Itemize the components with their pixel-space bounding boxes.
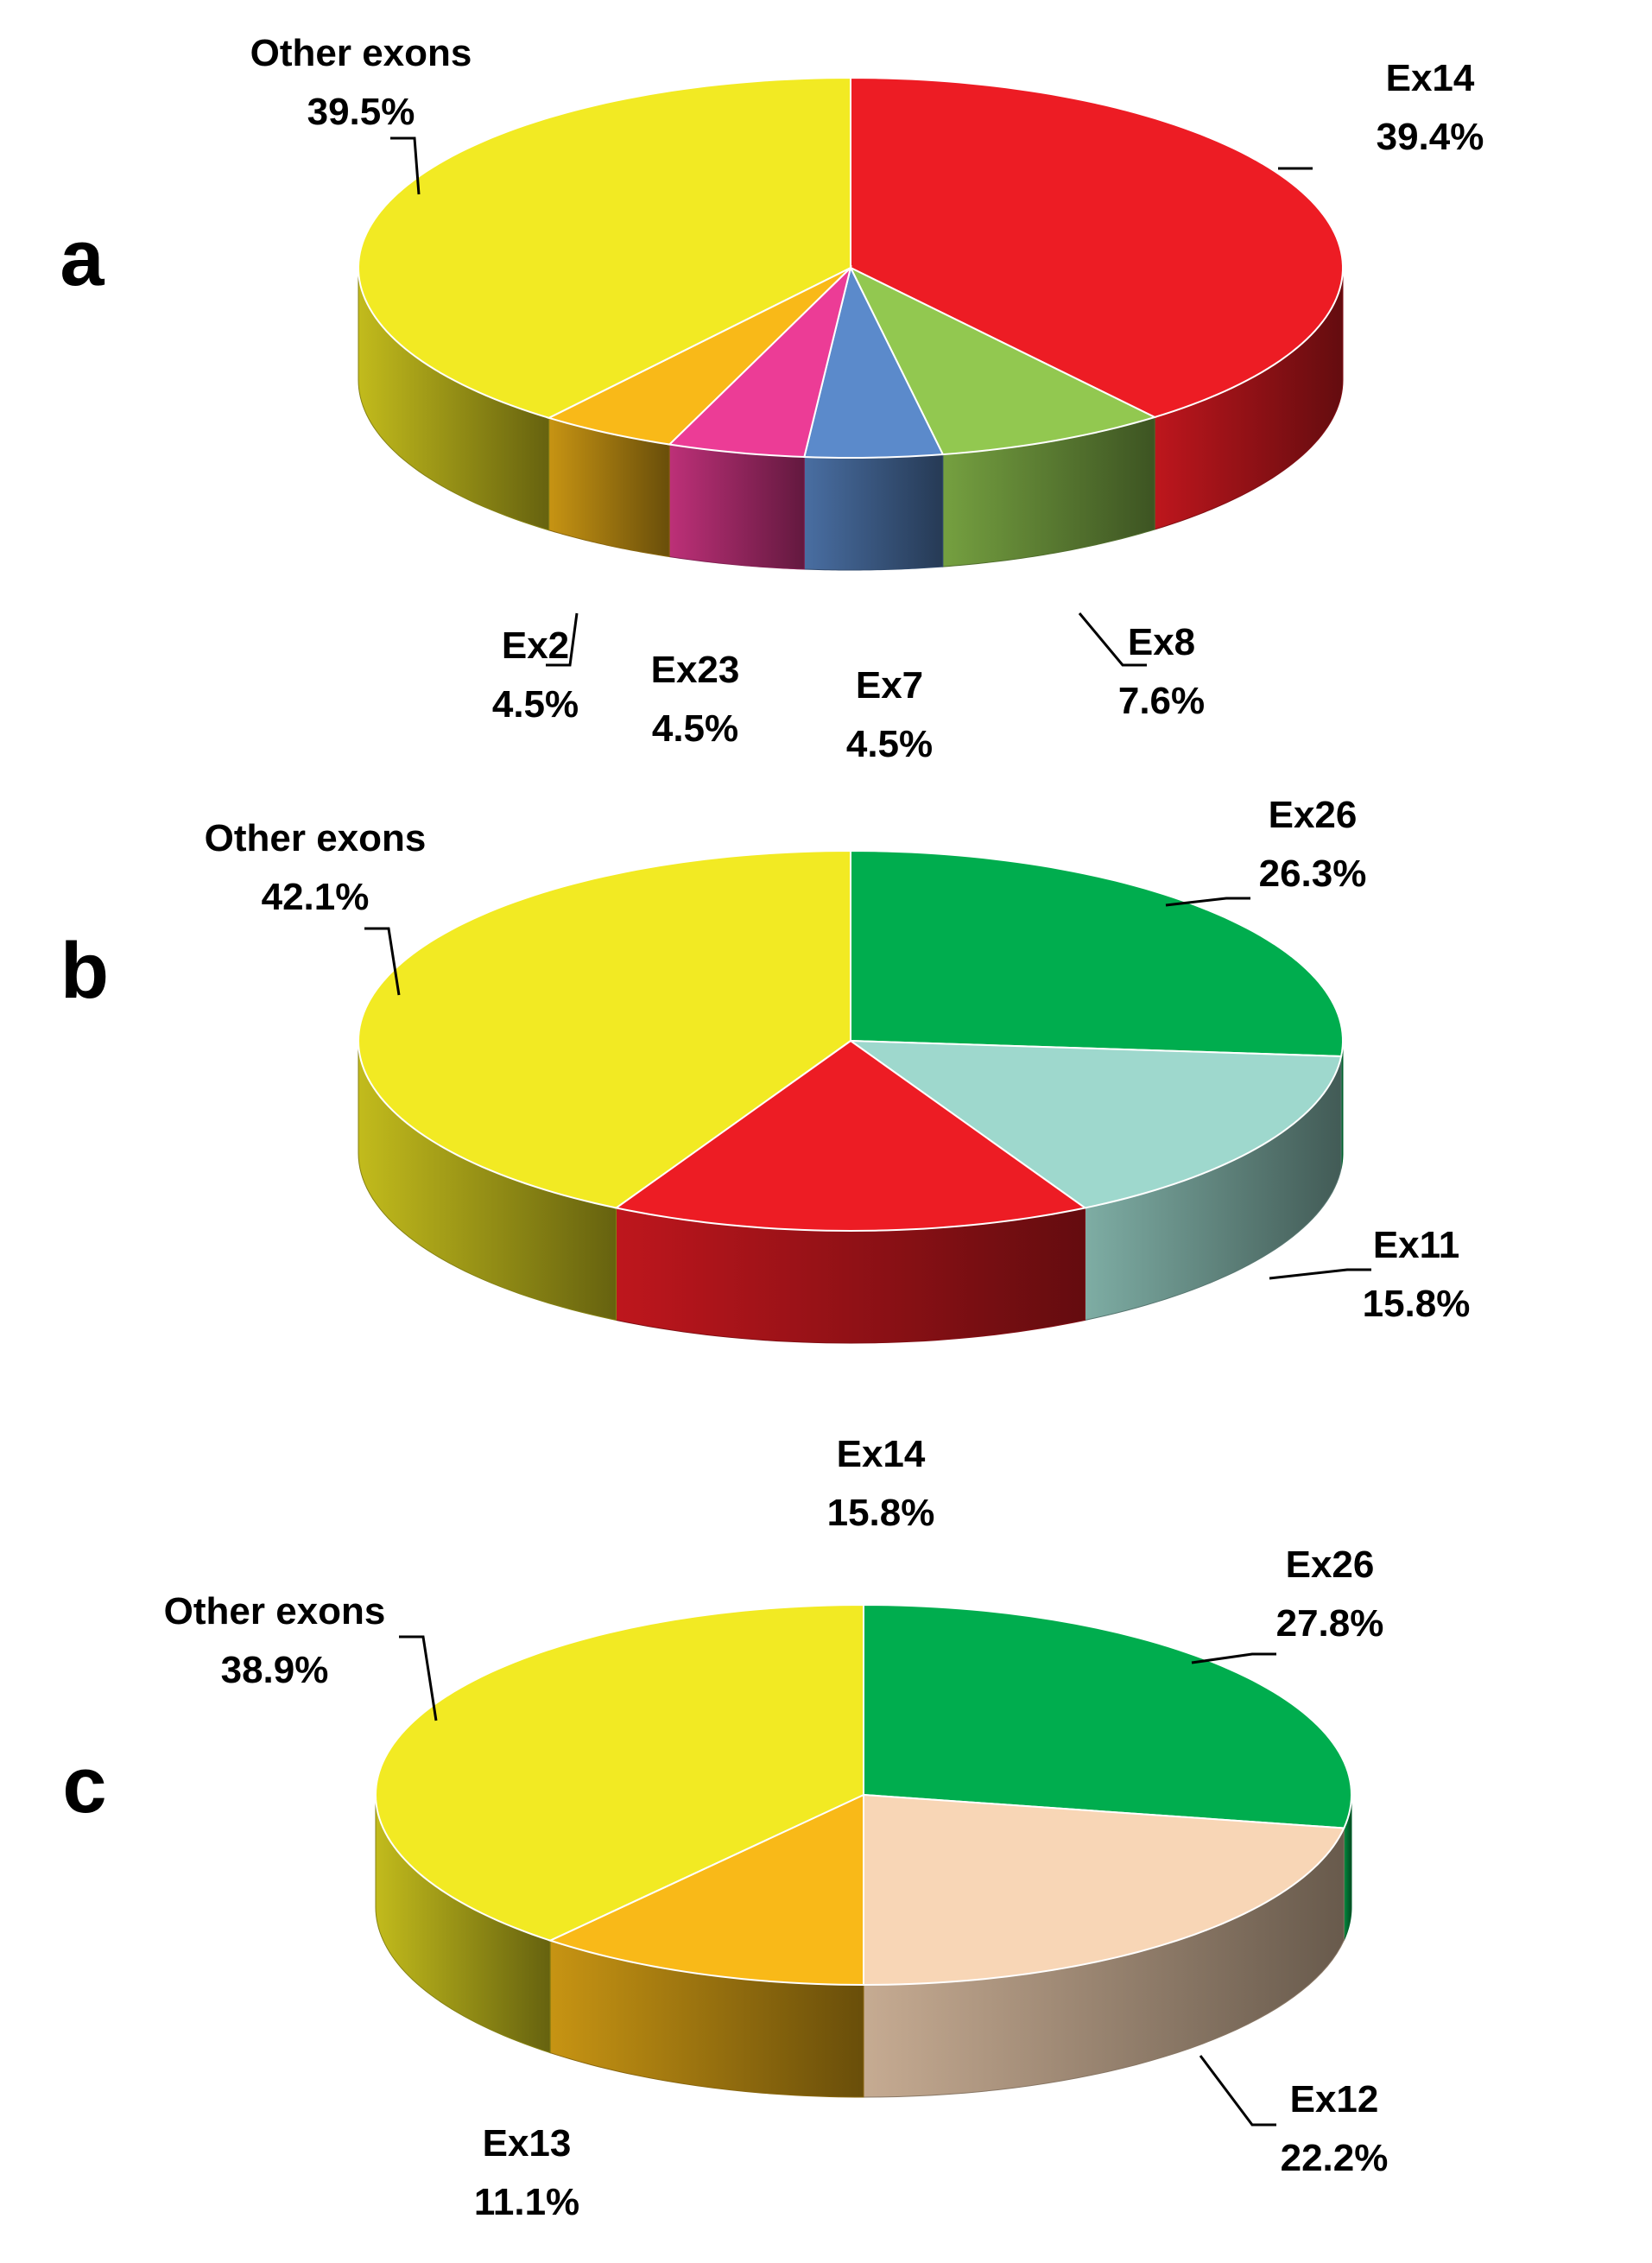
pie-slice	[357, 849, 851, 1209]
leader-line	[390, 136, 421, 195]
pie-slice-side	[803, 453, 944, 571]
slice-label: Other exons	[164, 1590, 386, 1632]
pie-slice-side	[668, 443, 805, 570]
slice-percent: 11.1%	[474, 2181, 579, 2223]
slice-percent: 38.9%	[221, 1649, 329, 1691]
slice-label: Ex13	[483, 2122, 572, 2165]
slice-label: Ex23	[651, 649, 740, 691]
slice-label: Ex14	[837, 1433, 926, 1475]
pie-slice	[546, 267, 851, 446]
slice-percent: 7.6%	[1118, 680, 1205, 722]
pie-slice	[863, 1603, 1353, 1829]
leader-line	[1165, 897, 1250, 907]
slice-percent: 15.8%	[1363, 1283, 1471, 1325]
pie-chart-b	[357, 849, 1344, 1344]
slice-label: Ex26	[1286, 1544, 1375, 1586]
slice-percent: 39.5%	[307, 91, 415, 133]
leader-line	[399, 1635, 438, 1721]
pie-labels-a: Ex14 39.4% Ex8 7.6% Ex7 4.5% Ex23 4.5% Ex2 4.5% Ot…	[250, 32, 1484, 765]
panel-b: b Ex26 26.3% Ex11 15.8% Ex14 15.8% Other exons…	[60, 794, 1470, 1534]
panel-letter-b: b	[60, 927, 109, 1015]
pie-slice	[848, 265, 1157, 456]
pie-slice	[358, 76, 851, 419]
slice-label: Ex26	[1269, 794, 1358, 836]
pie-slice	[863, 1793, 1345, 1987]
slice-label: Ex14	[1386, 57, 1475, 99]
slice-percent: 4.5%	[492, 683, 579, 726]
leader-line	[364, 927, 401, 996]
pie-labels-b: Ex26 26.3% Ex11 15.8% Ex14 15.8% Other exons 42…	[205, 794, 1471, 1534]
slice-label: Ex2	[502, 624, 569, 667]
pie-slice	[847, 1039, 1343, 1209]
pie-slice	[668, 264, 852, 459]
leader-line	[546, 612, 579, 667]
pie-slice	[803, 265, 945, 460]
slice-label: Other exons	[250, 32, 472, 74]
slice-percent: 22.2%	[1281, 2137, 1389, 2179]
slice-percent: 15.8%	[827, 1492, 935, 1534]
panel-letter-c: c	[62, 1741, 106, 1829]
leader-line	[1191, 1652, 1276, 1664]
slice-label: Ex12	[1290, 2078, 1379, 2120]
pie-slice	[850, 849, 1344, 1057]
pie-slice	[374, 1603, 864, 1942]
panel-a: a Ex14 39.4% Ex8 7.6% Ex7 4.5% Ex23 4.5% Ex2 4.5%…	[60, 32, 1484, 765]
slice-percent: 39.4%	[1377, 116, 1484, 158]
pie-labels-c: Ex26 27.8% Ex12 22.2% Ex13 11.1% Other exons 38…	[164, 1544, 1389, 2223]
slice-percent: 42.1%	[262, 876, 370, 918]
leader-line	[1269, 1268, 1371, 1280]
pie-slice	[614, 1039, 1087, 1233]
leader-line	[1199, 2055, 1276, 2127]
slice-percent: 26.3%	[1259, 853, 1367, 895]
pie-slice	[548, 1793, 864, 1987]
slice-percent: 27.8%	[1276, 1602, 1384, 1645]
slice-label: Ex11	[1373, 1224, 1459, 1266]
panel-c: c Ex26 27.8% Ex12 22.2% Ex13 11.1% Other exons…	[62, 1544, 1388, 2223]
panel-letter-a: a	[60, 214, 104, 302]
slice-percent: 4.5%	[652, 707, 738, 750]
slice-label: Ex7	[856, 664, 923, 707]
pie-chart-a	[358, 76, 1344, 571]
leader-line	[1078, 612, 1147, 667]
slice-label: Other exons	[205, 817, 427, 859]
pie-slice	[850, 76, 1344, 419]
slice-percent: 4.5%	[846, 723, 933, 765]
slice-label: Ex8	[1128, 621, 1195, 663]
pie-chart-c	[374, 1603, 1353, 2098]
